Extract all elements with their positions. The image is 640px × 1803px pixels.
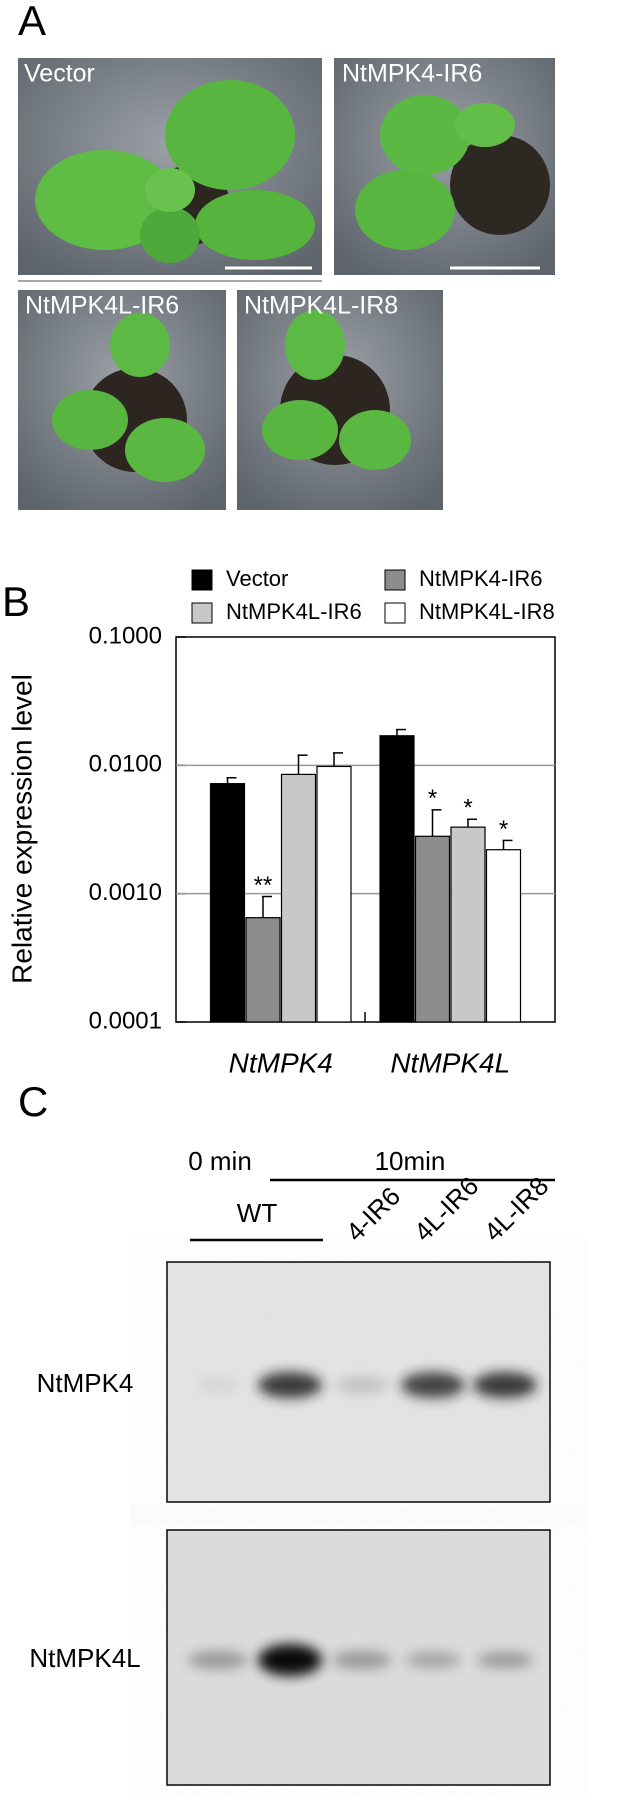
photo: NtMPK4L-IR6 bbox=[18, 290, 226, 510]
significance-mark: ** bbox=[254, 872, 273, 899]
significance-mark: * bbox=[499, 816, 508, 843]
significance-mark: * bbox=[428, 785, 437, 812]
time-label: 10min bbox=[375, 1146, 446, 1176]
y-axis-label: Relative expression level bbox=[6, 674, 37, 984]
y-tick-label: 0.0010 bbox=[89, 879, 162, 906]
time-label: 0 min bbox=[188, 1146, 252, 1176]
legend-label: NtMPK4L-IR6 bbox=[226, 599, 362, 624]
lane-label: 4L-IR6 bbox=[408, 1171, 484, 1247]
significance-mark: * bbox=[463, 795, 472, 822]
photo-label: NtMPK4-IR6 bbox=[342, 60, 482, 88]
bar bbox=[414, 835, 451, 1023]
photo: Vector bbox=[18, 58, 322, 275]
legend-swatch bbox=[191, 569, 213, 591]
bar bbox=[485, 849, 522, 1023]
photo-label: NtMPK4L-IR6 bbox=[25, 292, 179, 320]
photo-label: NtMPK4L-IR8 bbox=[244, 292, 398, 320]
lane-label: 4-IR6 bbox=[340, 1181, 406, 1247]
row-label: NtMPK4L bbox=[29, 1643, 140, 1673]
legend-swatch bbox=[384, 602, 406, 624]
photo-label: Vector bbox=[24, 60, 95, 88]
x-tick-label: NtMPK4L bbox=[390, 1047, 510, 1078]
bar bbox=[316, 765, 352, 1023]
row-label: NtMPK4 bbox=[37, 1368, 134, 1398]
y-tick-label: 0.1000 bbox=[89, 622, 162, 649]
legend-label: NtMPK4L-IR8 bbox=[419, 599, 555, 624]
legend-label: NtMPK4-IR6 bbox=[419, 566, 542, 591]
panel-label: A bbox=[18, 0, 46, 44]
lane-label: WT bbox=[237, 1198, 278, 1228]
bar bbox=[280, 773, 317, 1023]
panel-label: B bbox=[2, 578, 30, 625]
y-tick-label: 0.0001 bbox=[89, 1007, 162, 1034]
photo: NtMPK4L-IR8 bbox=[237, 290, 443, 510]
blot bbox=[166, 1261, 551, 1503]
y-tick-label: 0.0100 bbox=[89, 751, 162, 778]
legend-swatch bbox=[191, 602, 213, 624]
bar bbox=[450, 826, 486, 1023]
legend-swatch bbox=[384, 569, 406, 591]
bar bbox=[209, 783, 246, 1023]
legend-label: Vector bbox=[226, 566, 288, 591]
blot bbox=[166, 1529, 551, 1786]
x-tick-label: NtMPK4 bbox=[229, 1047, 333, 1078]
chart: 0.0001 0.0010 0.0100 0.1000 Vector NtMPK4-IR6… bbox=[89, 566, 555, 1078]
bar bbox=[245, 917, 281, 1023]
photo: NtMPK4-IR6 bbox=[334, 58, 555, 275]
panel-label: C bbox=[18, 1078, 48, 1125]
lane-label: 4L-IR8 bbox=[478, 1171, 554, 1247]
bar bbox=[379, 735, 415, 1023]
